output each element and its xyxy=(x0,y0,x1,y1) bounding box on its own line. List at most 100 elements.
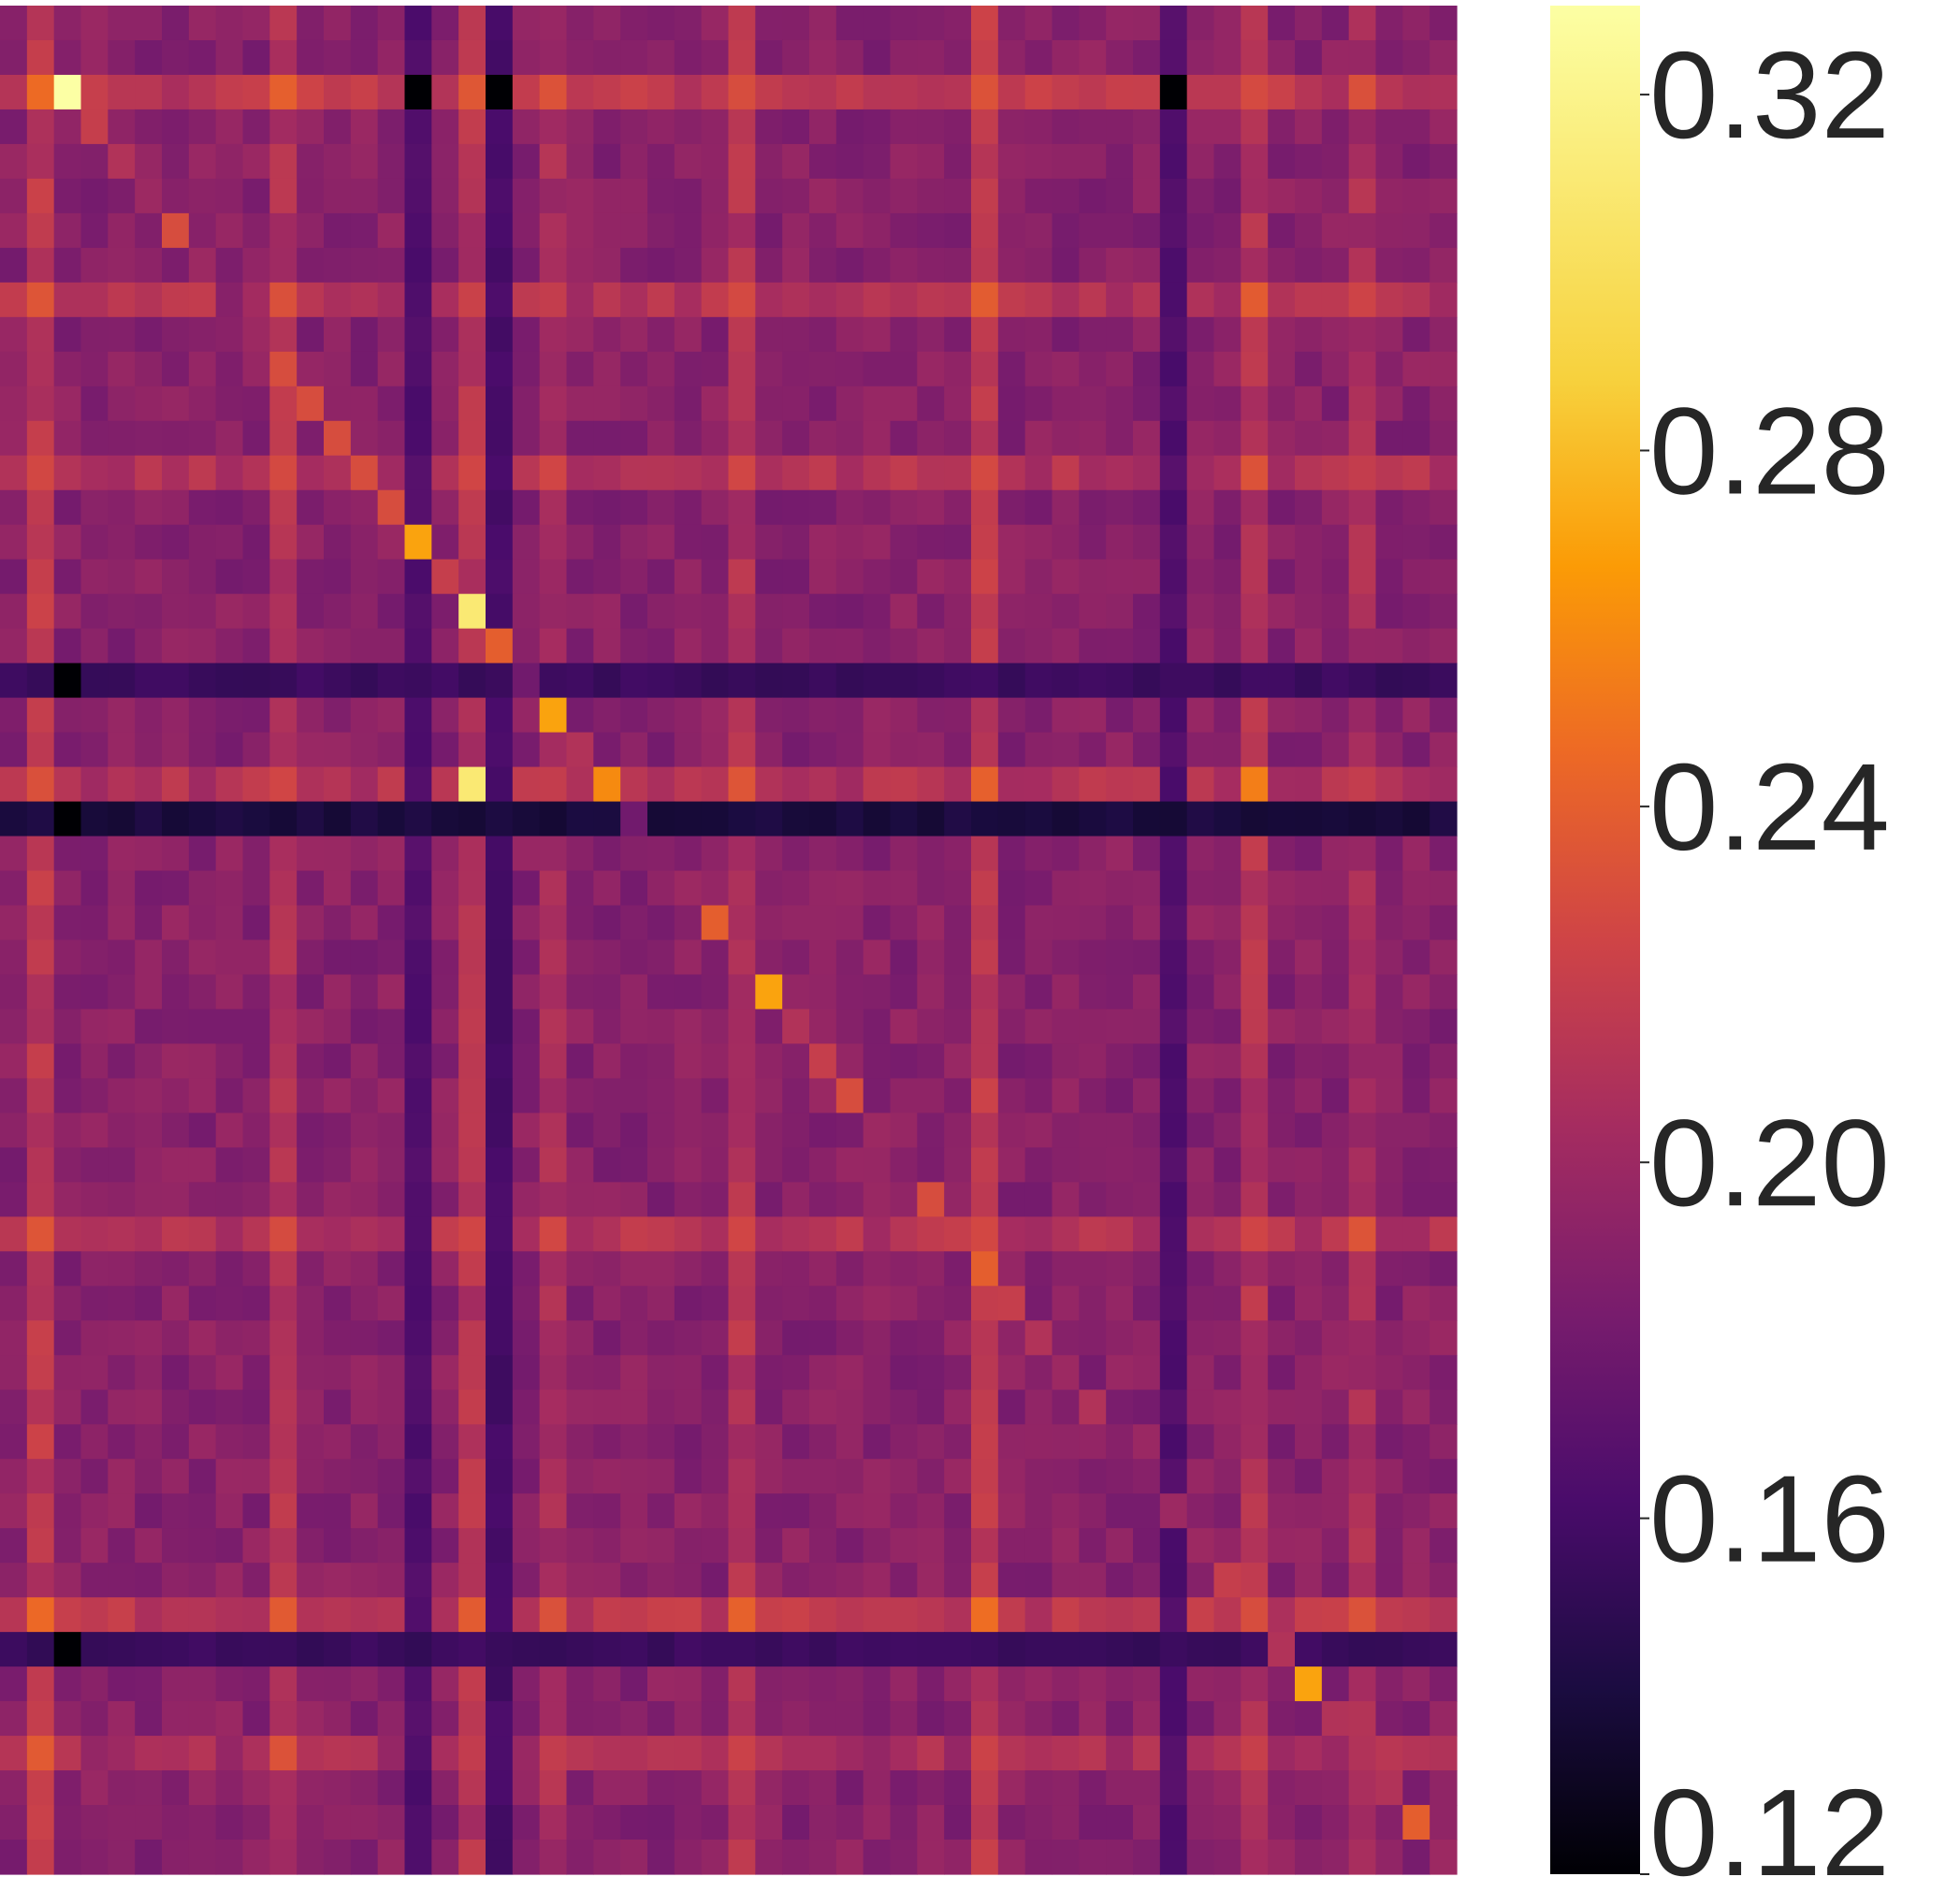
heatmap-cell xyxy=(1402,74,1430,110)
heatmap-cell xyxy=(728,697,756,734)
heatmap-cell xyxy=(431,1113,459,1148)
heatmap-cell xyxy=(971,1286,999,1321)
heatmap-cell xyxy=(539,801,568,837)
heatmap-cell xyxy=(350,351,379,387)
heatmap-cell xyxy=(701,351,730,387)
heatmap-cell xyxy=(404,1078,432,1114)
heatmap-cell xyxy=(486,628,514,664)
heatmap-cell xyxy=(324,662,352,699)
heatmap-cell xyxy=(1186,1113,1215,1148)
heatmap-cell xyxy=(1268,247,1296,284)
heatmap-cell xyxy=(1295,282,1323,318)
heatmap-cell xyxy=(782,386,810,422)
heatmap-cell xyxy=(728,559,756,595)
heatmap-cell xyxy=(1159,109,1188,145)
heatmap-cell xyxy=(539,247,568,284)
heatmap-cell xyxy=(1106,212,1134,249)
heatmap-cell xyxy=(486,766,514,803)
heatmap-cell xyxy=(944,939,972,976)
heatmap-cell xyxy=(26,1251,55,1287)
heatmap-cell xyxy=(917,212,945,249)
heatmap-cell xyxy=(404,1390,432,1425)
heatmap-cell xyxy=(1348,662,1377,699)
heatmap-cell xyxy=(215,282,244,318)
heatmap-cell xyxy=(1241,559,1269,595)
heatmap-cell xyxy=(1159,939,1188,976)
heatmap-cell xyxy=(674,39,703,76)
heatmap-cell xyxy=(1430,593,1458,630)
heatmap-cell xyxy=(1024,524,1053,560)
heatmap-cell xyxy=(188,801,217,837)
heatmap-cell xyxy=(135,628,163,664)
heatmap-cell xyxy=(997,420,1026,457)
heatmap-cell xyxy=(1079,1390,1107,1425)
heatmap-cell xyxy=(1024,766,1053,803)
heatmap-cell xyxy=(215,1147,244,1183)
heatmap-cell xyxy=(188,351,217,387)
heatmap-cell xyxy=(890,524,918,560)
heatmap-cell xyxy=(80,455,109,491)
heatmap-cell xyxy=(53,732,82,768)
heatmap-cell xyxy=(377,1216,406,1252)
heatmap-cell xyxy=(377,1286,406,1321)
heatmap-cell xyxy=(458,143,486,180)
heatmap-cell xyxy=(1159,559,1188,595)
heatmap-cell xyxy=(1375,1043,1403,1080)
heatmap-cell xyxy=(269,1113,298,1148)
heatmap-cell xyxy=(486,939,514,976)
heatmap-cell xyxy=(863,1216,892,1252)
heatmap-cell xyxy=(1133,6,1161,41)
heatmap-cell xyxy=(162,939,190,976)
heatmap-cell xyxy=(108,212,136,249)
heatmap-cell xyxy=(1241,870,1269,907)
heatmap-cell xyxy=(162,870,190,907)
heatmap-cell xyxy=(512,212,541,249)
heatmap-cell xyxy=(1159,1043,1188,1080)
heatmap-cell xyxy=(269,662,298,699)
heatmap-cell xyxy=(1106,732,1134,768)
heatmap-cell xyxy=(701,732,730,768)
heatmap-cell xyxy=(297,282,325,318)
heatmap-cell xyxy=(80,593,109,630)
heatmap-cell xyxy=(269,247,298,284)
heatmap-cell xyxy=(324,1078,352,1114)
heatmap-cell xyxy=(269,732,298,768)
heatmap-cell xyxy=(215,836,244,872)
heatmap-cell xyxy=(1213,766,1241,803)
heatmap-cell xyxy=(1079,766,1107,803)
heatmap-cell xyxy=(1159,6,1188,41)
heatmap-cell xyxy=(944,1216,972,1252)
heatmap-cell xyxy=(539,766,568,803)
heatmap-cell xyxy=(377,939,406,976)
heatmap-cell xyxy=(755,870,783,907)
heatmap-cell xyxy=(997,766,1026,803)
heatmap-cell xyxy=(539,836,568,872)
heatmap-cell xyxy=(593,939,621,976)
heatmap-cell xyxy=(1186,1147,1215,1183)
heatmap-cell xyxy=(215,489,244,526)
heatmap-cell xyxy=(486,420,514,457)
heatmap-cell xyxy=(80,282,109,318)
heatmap-cell xyxy=(1133,420,1161,457)
heatmap-cell xyxy=(1106,836,1134,872)
heatmap-cell xyxy=(297,1182,325,1217)
heatmap-cell xyxy=(782,351,810,387)
heatmap-cell xyxy=(1213,593,1241,630)
heatmap-cell xyxy=(1430,524,1458,560)
heatmap-cell xyxy=(593,1147,621,1183)
heatmap-cell xyxy=(26,1424,55,1460)
heatmap-cell xyxy=(1321,1320,1350,1356)
heatmap-cell xyxy=(26,524,55,560)
heatmap-cell xyxy=(135,455,163,491)
heatmap-cell xyxy=(1402,1390,1430,1425)
heatmap-cell xyxy=(1375,1286,1403,1321)
heatmap-cell xyxy=(1268,766,1296,803)
heatmap-cell xyxy=(1321,1043,1350,1080)
heatmap-cell xyxy=(188,420,217,457)
heatmap-cell xyxy=(377,836,406,872)
heatmap-cell xyxy=(971,1147,999,1183)
heatmap-cell xyxy=(593,247,621,284)
heatmap-cell xyxy=(1052,593,1080,630)
heatmap-cell xyxy=(269,593,298,630)
heatmap-cell xyxy=(809,1078,837,1114)
